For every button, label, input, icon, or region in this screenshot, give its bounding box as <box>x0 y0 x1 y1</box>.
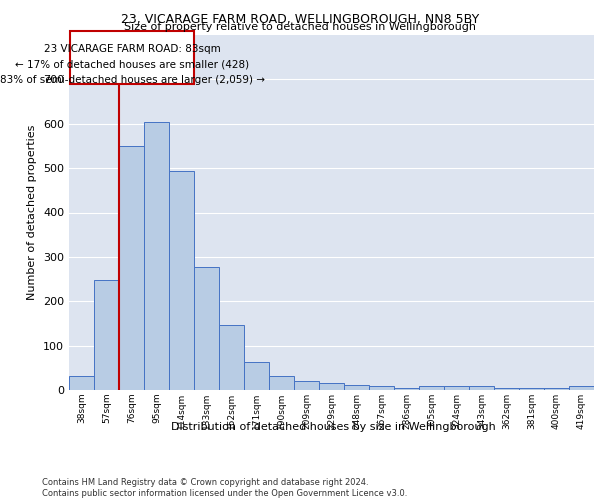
Bar <box>219 325 244 390</box>
Bar <box>294 381 319 390</box>
Bar <box>544 388 569 390</box>
Text: Contains HM Land Registry data © Crown copyright and database right 2024.
Contai: Contains HM Land Registry data © Crown c… <box>42 478 407 498</box>
Text: Size of property relative to detached houses in Wellingborough: Size of property relative to detached ho… <box>124 22 476 32</box>
Text: 23, VICARAGE FARM ROAD, WELLINGBOROUGH, NN8 5BY: 23, VICARAGE FARM ROAD, WELLINGBOROUGH, … <box>121 12 479 26</box>
Bar <box>69 376 94 390</box>
Bar <box>469 386 494 390</box>
Bar <box>369 386 394 390</box>
Bar <box>494 388 519 390</box>
Bar <box>394 388 419 390</box>
Bar <box>244 362 269 390</box>
Bar <box>419 386 444 390</box>
Bar <box>444 386 469 390</box>
Bar <box>144 122 169 390</box>
Bar <box>569 386 594 390</box>
Bar <box>319 383 344 390</box>
Bar <box>119 146 144 390</box>
Bar <box>344 384 369 390</box>
Y-axis label: Number of detached properties: Number of detached properties <box>28 125 37 300</box>
Text: 23 VICARAGE FARM ROAD: 83sqm
← 17% of detached houses are smaller (428)
83% of s: 23 VICARAGE FARM ROAD: 83sqm ← 17% of de… <box>0 44 265 85</box>
FancyBboxPatch shape <box>70 30 194 84</box>
Bar <box>269 376 294 390</box>
Bar <box>169 171 194 390</box>
Bar <box>519 388 544 390</box>
Text: Distribution of detached houses by size in Wellingborough: Distribution of detached houses by size … <box>170 422 496 432</box>
Bar <box>194 266 219 390</box>
Bar <box>94 280 119 390</box>
